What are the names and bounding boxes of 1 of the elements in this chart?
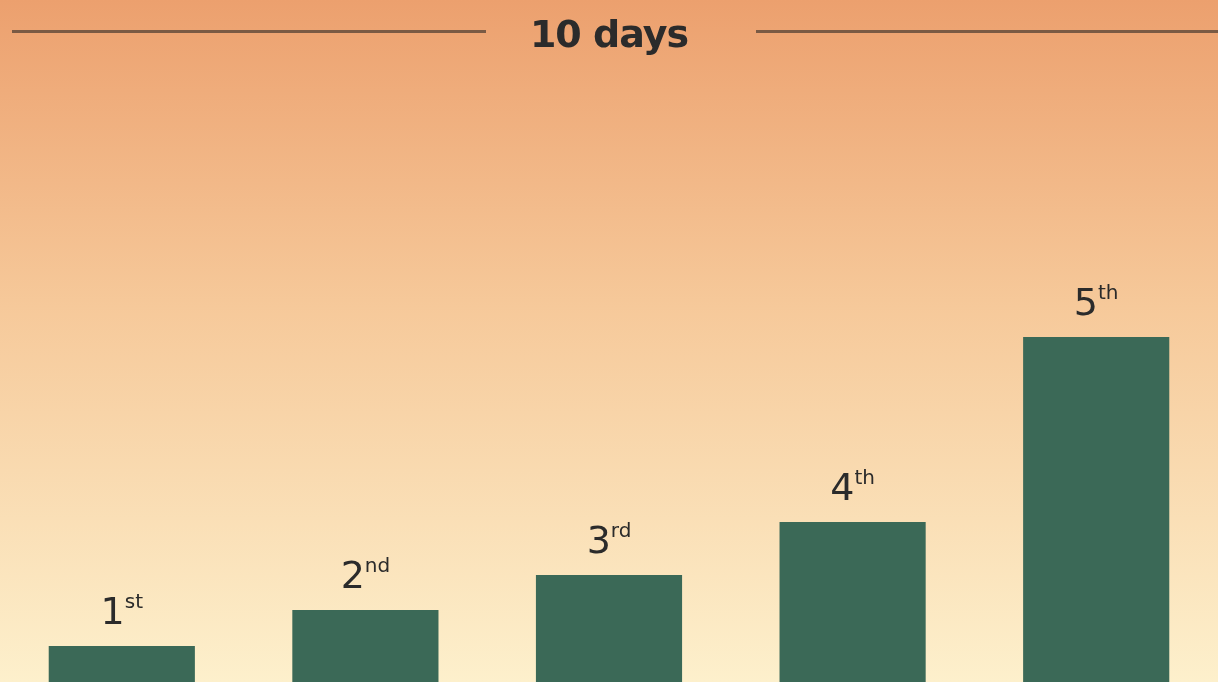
chart-title: 10 days [528,12,690,56]
